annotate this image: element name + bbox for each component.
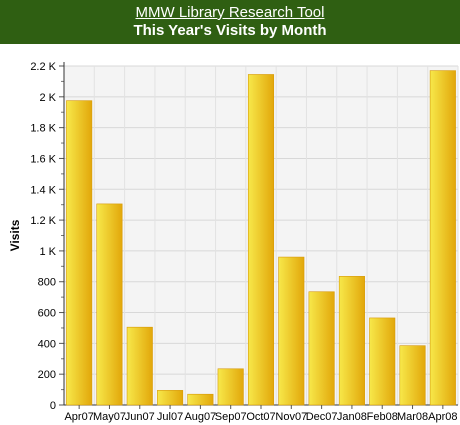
bar-feb08 — [369, 317, 396, 406]
x-tick-label: Nov07 — [275, 411, 307, 423]
bar-jun07 — [126, 326, 153, 406]
y-tick-label: 1 K — [39, 246, 56, 258]
y-tick-label: 1.4 K — [30, 184, 56, 196]
x-tick-label: Feb08 — [367, 411, 398, 423]
bar-mar08 — [399, 345, 426, 406]
x-tick-label: Mar08 — [397, 411, 428, 423]
bar-aug07 — [187, 393, 214, 406]
bar-oct07 — [247, 74, 275, 406]
y-tick-label: 2.2 K — [30, 61, 56, 73]
visits-bar-chart: 0 200 400 600 800 1 K 1.2 K 1.4 K 1.6 K 1.8 K 2 K 2… — [8, 61, 459, 423]
y-tick-label: 0 — [50, 400, 56, 412]
bar-apr08 — [429, 70, 456, 406]
bar-sep07 — [217, 368, 244, 406]
y-tick-label: 1.8 K — [30, 123, 56, 135]
y-tick-label: 400 — [38, 338, 56, 350]
x-tick-label: Jul07 — [157, 411, 183, 423]
bar-may07 — [96, 203, 123, 406]
x-tick-label: Apr08 — [428, 411, 457, 423]
x-tick-label: Apr07 — [64, 411, 93, 423]
bar-jan08 — [338, 276, 365, 406]
header-bar: MMW Library Research Tool This Year's Vi… — [0, 0, 460, 44]
x-tick-label: Oct07 — [246, 411, 275, 423]
x-tick-label: Aug07 — [184, 411, 216, 423]
bar-nov07 — [278, 256, 305, 406]
y-axis-title: Visits — [8, 219, 22, 251]
chart-title: This Year's Visits by Month — [133, 22, 327, 39]
y-tick-label: 200 — [38, 369, 56, 381]
x-tick-label: May07 — [93, 411, 126, 423]
x-tick-label: Sep07 — [215, 411, 247, 423]
x-tick-label: Jan08 — [337, 411, 367, 423]
y-tick-label: 600 — [38, 308, 56, 320]
y-tick-label: 1.2 K — [30, 215, 56, 227]
x-tick-label: Jun07 — [125, 411, 155, 423]
bar-apr07 — [66, 100, 93, 406]
y-tick-label: 1.6 K — [30, 153, 56, 165]
y-tick-label: 2 K — [39, 92, 56, 104]
bar-jul07 — [157, 390, 184, 406]
y-tick-label: 800 — [38, 277, 56, 289]
x-tick-label: Dec07 — [306, 411, 338, 423]
bar-dec07 — [308, 291, 335, 406]
tool-link[interactable]: MMW Library Research Tool — [135, 4, 325, 21]
